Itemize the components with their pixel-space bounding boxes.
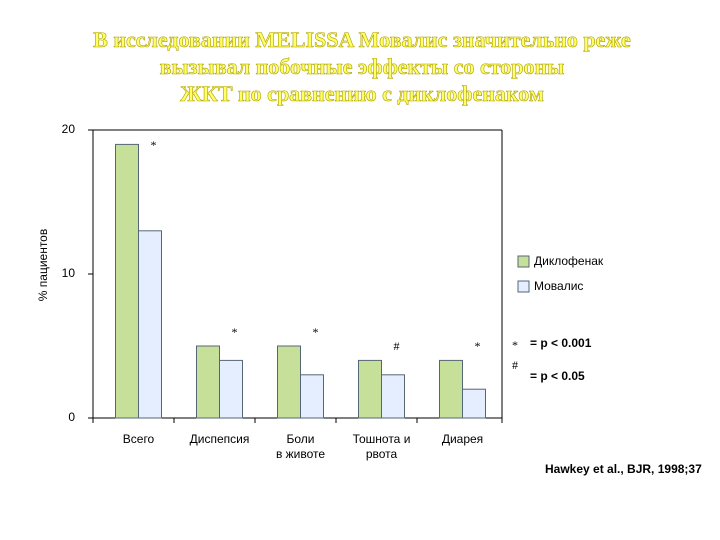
x-tick-label: Диарея bbox=[442, 432, 483, 446]
legend-label: Мовалис bbox=[534, 279, 583, 293]
source: Hawkey et al., BJR, 1998;37 bbox=[545, 462, 702, 476]
note-symbol: # bbox=[512, 358, 518, 372]
bar bbox=[381, 374, 405, 419]
significance-mark: * bbox=[475, 339, 481, 353]
significance-mark: * bbox=[232, 325, 238, 339]
x-tick-label: рвота bbox=[366, 447, 398, 461]
x-tick-label: Диспепсия bbox=[190, 432, 250, 446]
note-text: = p < 0.05 bbox=[530, 369, 585, 383]
y-axis-label: % пациентов bbox=[36, 229, 50, 301]
legend-swatch bbox=[517, 280, 530, 293]
bar bbox=[358, 359, 382, 419]
bar bbox=[219, 359, 243, 419]
bar bbox=[196, 345, 220, 419]
x-tick-label: Боли bbox=[287, 432, 315, 446]
chart-title: В исследовании MELISSA Мовалис значитель… bbox=[93, 27, 631, 52]
legend-swatch bbox=[517, 255, 530, 268]
chart-title: вызывал побочные эффекты со стороны bbox=[160, 54, 565, 79]
x-tick-label: Тошнота и bbox=[353, 432, 411, 446]
bar bbox=[138, 230, 162, 419]
y-tick-label: 20 bbox=[62, 122, 76, 136]
y-tick-label: 10 bbox=[62, 266, 76, 280]
x-tick-label: в животе bbox=[276, 447, 325, 461]
bar bbox=[277, 345, 301, 419]
bar bbox=[115, 143, 139, 419]
note-text: = p < 0.001 bbox=[530, 336, 592, 350]
significance-mark: * bbox=[313, 325, 319, 339]
legend-label: Диклофенак bbox=[534, 254, 604, 268]
bar bbox=[300, 374, 324, 419]
bar bbox=[462, 388, 486, 419]
x-tick-label: Всего bbox=[123, 432, 155, 446]
bar bbox=[439, 359, 463, 419]
y-tick-label: 0 bbox=[68, 410, 75, 424]
significance-mark: # bbox=[394, 339, 400, 353]
significance-mark: * bbox=[151, 138, 157, 152]
note-symbol: * bbox=[512, 338, 518, 352]
chart-title: ЖКТ по сравнению с диклофенаком bbox=[180, 81, 544, 106]
